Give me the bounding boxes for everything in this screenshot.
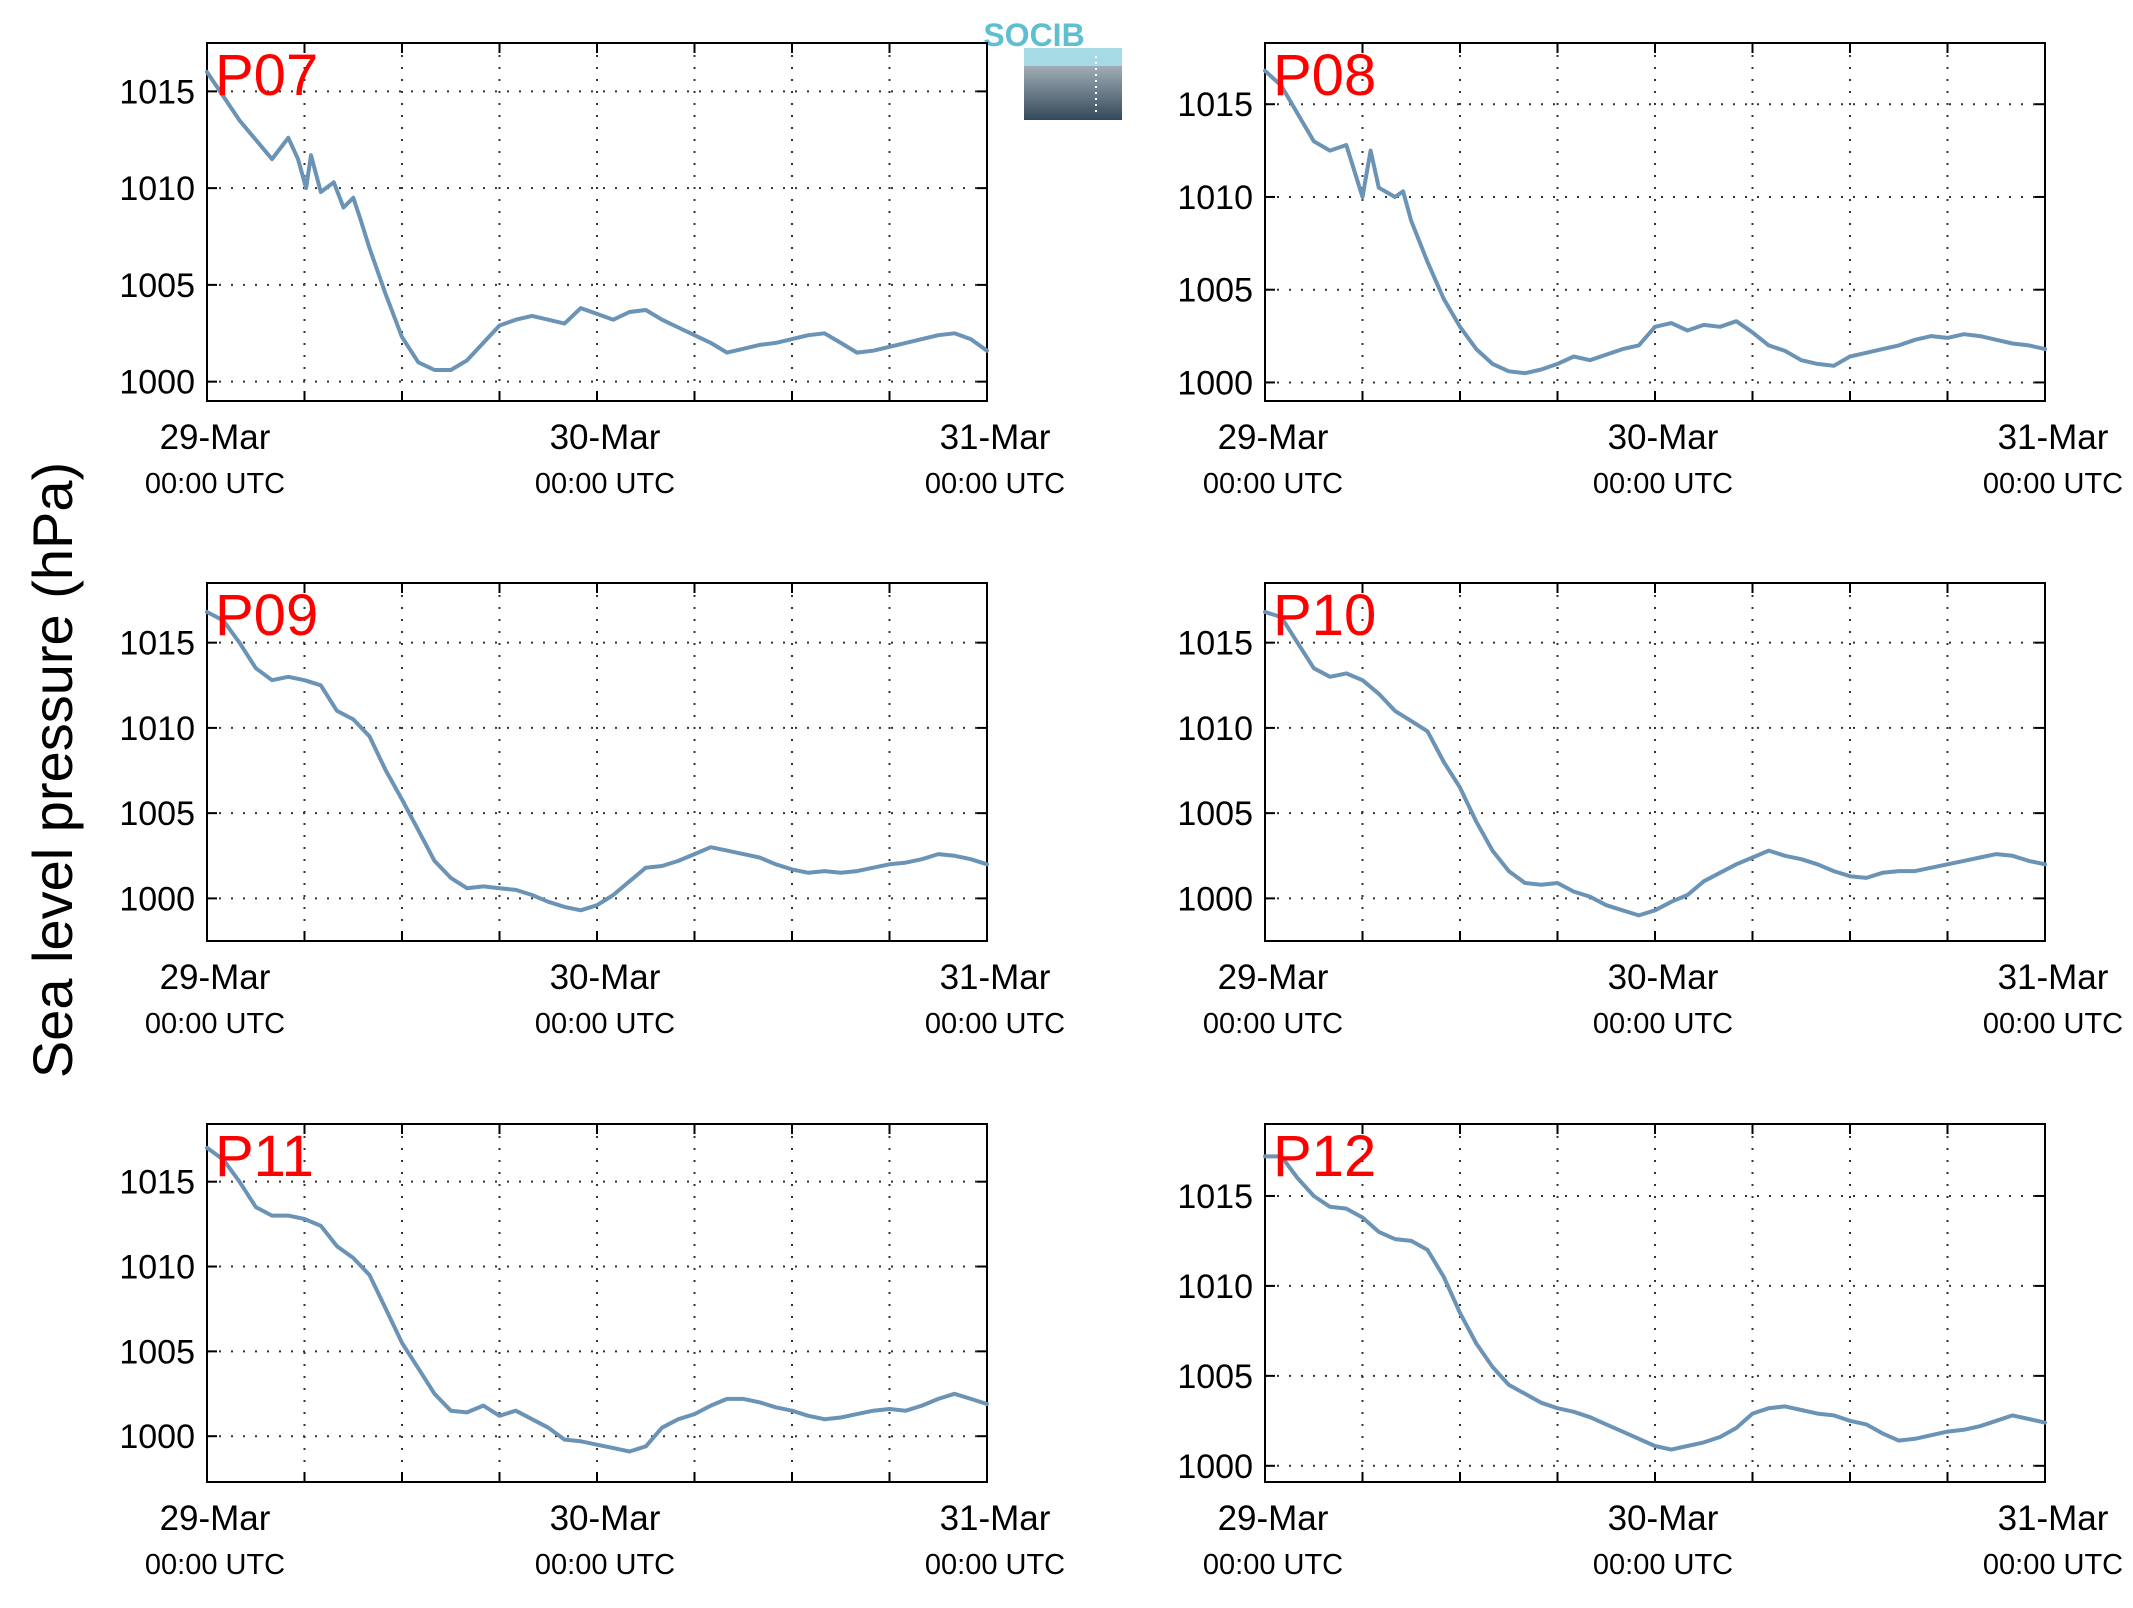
x-tick-label-time: 00:00 UTC [925, 1549, 1065, 1581]
x-tick-label-date: 31-Mar [940, 418, 1051, 457]
axes-frame [1264, 582, 2046, 942]
y-tick-label: 1015 [1177, 625, 1253, 663]
y-tick-label: 1005 [1177, 1358, 1253, 1396]
y-tick-label: 1005 [119, 1333, 195, 1371]
y-tick-label: 1015 [119, 73, 195, 111]
axes-frame [1264, 1123, 2046, 1483]
x-tick-label-date: 30-Mar [1608, 1499, 1719, 1538]
y-tick-label: 1005 [119, 267, 195, 305]
panel-p11: 1000 1005 1010 1015 29-Mar 00:00 UTC 30-Mar 00:… [119, 1123, 1065, 1581]
panel-p07: 1000 1005 1010 1015 29-Mar 00:00 UTC 30-Mar 00:… [119, 42, 1065, 500]
x-tick-label-time: 00:00 UTC [535, 1008, 675, 1040]
y-tick-label: 1000 [119, 880, 195, 918]
x-tick-label-date: 30-Mar [1608, 958, 1719, 997]
x-tick-label-time: 00:00 UTC [1983, 1008, 2123, 1040]
y-tick-label: 1000 [119, 364, 195, 402]
x-tick-label-date: 29-Mar [160, 958, 271, 997]
y-tick-label: 1010 [1177, 710, 1253, 748]
y-tick-label: 1015 [1177, 1178, 1253, 1216]
axes-frame [1264, 42, 2046, 402]
panel-label: P10 [1273, 583, 1376, 648]
y-tick-label: 1010 [119, 710, 195, 748]
y-tick-label: 1010 [1177, 1268, 1253, 1306]
x-tick-label-date: 31-Mar [1998, 1499, 2109, 1538]
x-tick-label-time: 00:00 UTC [1593, 468, 1733, 500]
panels: 1000 1005 1010 1015 29-Mar 00:00 UTC 30-Mar 00:… [119, 42, 2123, 1581]
panel-label: P07 [215, 43, 318, 108]
x-tick-label-time: 00:00 UTC [1203, 468, 1343, 500]
x-tick-label-date: 31-Mar [940, 1499, 1051, 1538]
y-tick-label: 1000 [1177, 880, 1253, 918]
x-tick-label-time: 00:00 UTC [145, 468, 285, 500]
x-tick-label-date: 31-Mar [1998, 418, 2109, 457]
x-tick-label-time: 00:00 UTC [535, 1549, 675, 1581]
y-tick-label: 1010 [119, 1249, 195, 1287]
x-tick-label-date: 30-Mar [1608, 418, 1719, 457]
x-tick-label-date: 30-Mar [550, 418, 661, 457]
x-tick-label-date: 29-Mar [1218, 1499, 1329, 1538]
x-tick-label-time: 00:00 UTC [1203, 1008, 1343, 1040]
x-tick-label-time: 00:00 UTC [145, 1549, 285, 1581]
y-tick-label: 1015 [119, 625, 195, 663]
y-tick-label: 1015 [119, 1164, 195, 1202]
series-line [205, 610, 989, 913]
socib-logo: SOCIB [983, 17, 1122, 120]
x-tick-label-time: 00:00 UTC [1983, 1549, 2123, 1581]
x-tick-label-time: 00:00 UTC [145, 1008, 285, 1040]
y-tick-label: 1000 [1177, 364, 1253, 402]
x-tick-label-time: 00:00 UTC [925, 1008, 1065, 1040]
x-tick-label-date: 29-Mar [1218, 418, 1329, 457]
axes-frame [206, 42, 988, 402]
panel-label: P12 [1273, 1124, 1376, 1189]
x-tick-label-date: 29-Mar [1218, 958, 1329, 997]
y-tick-label: 1010 [1177, 179, 1253, 217]
x-tick-label-date: 30-Mar [550, 958, 661, 997]
y-tick-label: 1010 [119, 170, 195, 208]
y-tick-label: 1015 [1177, 86, 1253, 124]
x-tick-label-time: 00:00 UTC [1593, 1549, 1733, 1581]
series-line [1263, 610, 2047, 918]
panel-p09: 1000 1005 1010 1015 29-Mar 00:00 UTC 30-Mar 00:… [119, 582, 1065, 1040]
x-tick-label-time: 00:00 UTC [1983, 468, 2123, 500]
x-tick-label-date: 31-Mar [1998, 958, 2109, 997]
logo-band [1024, 48, 1122, 66]
x-tick-label-time: 00:00 UTC [1203, 1549, 1343, 1581]
logo-block [1024, 66, 1122, 120]
y-tick-label: 1000 [1177, 1448, 1253, 1486]
panel-p12: 1000 1005 1010 1015 29-Mar 00:00 UTC 30-Mar 00:… [1177, 1123, 2123, 1581]
panel-label: P09 [215, 583, 318, 648]
y-tick-label: 1005 [1177, 272, 1253, 310]
x-tick-label-date: 31-Mar [940, 958, 1051, 997]
series-line [205, 70, 989, 372]
x-tick-label-date: 29-Mar [160, 418, 271, 457]
panel-p08: 1000 1005 1010 1015 29-Mar 00:00 UTC 30-Mar 00:… [1177, 42, 2123, 500]
axes-frame [206, 1123, 988, 1483]
x-tick-label-time: 00:00 UTC [535, 468, 675, 500]
panel-p10: 1000 1005 1010 1015 29-Mar 00:00 UTC 30-Mar 00:… [1177, 582, 2123, 1040]
y-tick-label: 1005 [1177, 795, 1253, 833]
panel-label: P08 [1273, 43, 1376, 108]
axes-frame [206, 582, 988, 942]
series-line [205, 1145, 989, 1454]
panel-label: P11 [215, 1124, 314, 1189]
series-line [1263, 68, 2047, 376]
x-tick-label-time: 00:00 UTC [1593, 1008, 1733, 1040]
x-tick-label-date: 30-Mar [550, 1499, 661, 1538]
x-tick-label-date: 29-Mar [160, 1499, 271, 1538]
y-tick-label: 1000 [119, 1418, 195, 1456]
y-tick-label: 1005 [119, 795, 195, 833]
x-tick-label-time: 00:00 UTC [925, 468, 1065, 500]
series-line [1263, 1154, 2047, 1452]
y-axis-label: Sea level pressure (hPa) [21, 462, 84, 1078]
logo-text: SOCIB [983, 17, 1084, 53]
